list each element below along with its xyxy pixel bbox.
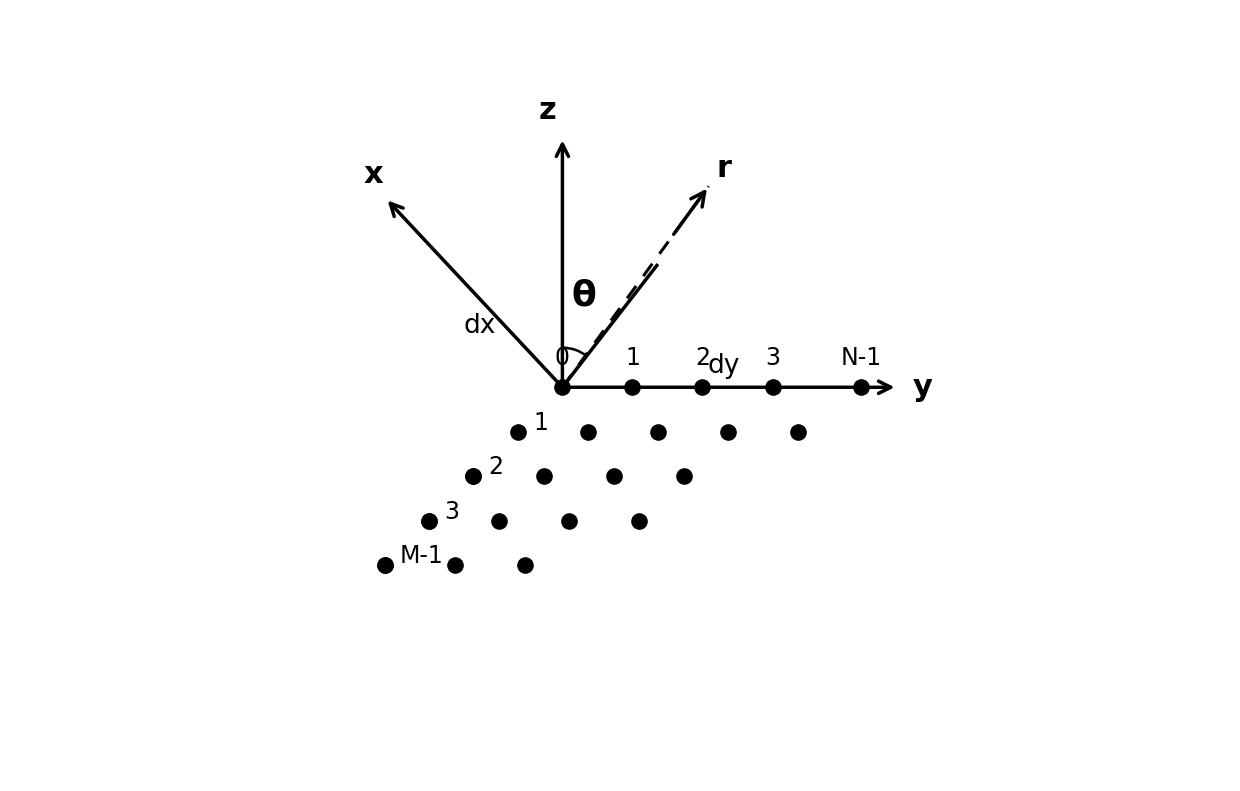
Text: r: r (717, 153, 732, 183)
Point (851, 381, 870, 394)
Point (419, 514, 439, 527)
Point (673, 470, 693, 483)
Point (419, 514, 439, 527)
Point (693, 381, 713, 394)
Point (464, 470, 484, 483)
Point (649, 426, 668, 438)
Point (718, 426, 738, 438)
Text: 2: 2 (489, 455, 503, 479)
Point (464, 470, 484, 483)
Point (604, 470, 624, 483)
Text: 1: 1 (533, 411, 548, 434)
Text: 1: 1 (625, 346, 640, 370)
Text: 0: 0 (556, 346, 570, 370)
Text: x: x (363, 160, 383, 188)
Point (445, 558, 465, 571)
Text: y: y (913, 373, 932, 402)
Text: 2: 2 (694, 346, 711, 370)
Point (489, 514, 508, 527)
Text: dx: dx (464, 313, 496, 339)
Point (374, 558, 394, 571)
Point (515, 558, 534, 571)
Point (553, 381, 573, 394)
Point (789, 426, 808, 438)
Text: dy: dy (708, 353, 740, 379)
Point (533, 470, 553, 483)
Text: 3: 3 (444, 500, 459, 524)
Point (622, 381, 642, 394)
Point (578, 426, 598, 438)
Text: N-1: N-1 (841, 346, 882, 370)
Text: 3: 3 (765, 346, 780, 370)
Text: $\mathbf{\theta}$: $\mathbf{\theta}$ (572, 279, 596, 313)
Point (763, 381, 782, 394)
Point (559, 514, 579, 527)
Point (508, 426, 528, 438)
Text: M-1: M-1 (399, 544, 444, 568)
Point (629, 514, 649, 527)
Point (374, 558, 394, 571)
Text: z: z (538, 97, 556, 125)
